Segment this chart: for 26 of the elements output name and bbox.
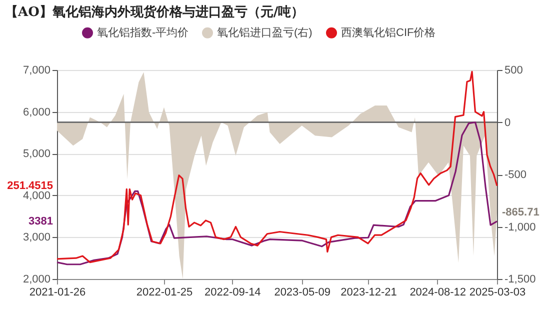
- text: 251.4515: [7, 180, 53, 192]
- y-tick-label: 2,000: [22, 274, 50, 286]
- y-tick-label: 3,000: [22, 232, 50, 244]
- x-tick-label: 2024-08-12: [410, 286, 466, 298]
- x-tick-label: 2023-12-21: [340, 286, 397, 298]
- y2-tick-label: -1,500: [504, 274, 536, 286]
- y2-tick-label: 0: [504, 116, 511, 129]
- y-tick-label: 5,000: [22, 148, 50, 160]
- text: -865.71: [502, 206, 540, 219]
- legend-label: 氧化铝指数-平均价: [97, 26, 189, 39]
- y-tick-label: 4,000: [22, 190, 50, 202]
- y2-tick-label: 500: [504, 64, 523, 76]
- y-tick-label: 7,000: [22, 64, 50, 76]
- x-tick-label: 2022-09-14: [204, 286, 261, 298]
- x-tick-label: 2021-01-26: [29, 286, 86, 298]
- x-tick-label: 2022-01-25: [136, 286, 193, 298]
- y-tick-label: 6,000: [22, 106, 50, 118]
- line-series: [56, 121, 498, 266]
- legend-label: 西澳氧化铝CIF价格: [341, 26, 436, 39]
- x-tick-label: 2023-05-09: [274, 286, 330, 298]
- x-tick-label: 2025-03-03: [469, 286, 526, 298]
- legend-label: 氧化铝进口盈亏(右): [217, 26, 312, 39]
- y2-tick-label: -1,000: [504, 221, 536, 234]
- chart-title: 【AO】氧化铝海内外现货价格与进口盈亏（元/吨）: [5, 4, 304, 20]
- y2-tick-label: -500: [504, 169, 527, 181]
- text: 3381: [28, 215, 53, 228]
